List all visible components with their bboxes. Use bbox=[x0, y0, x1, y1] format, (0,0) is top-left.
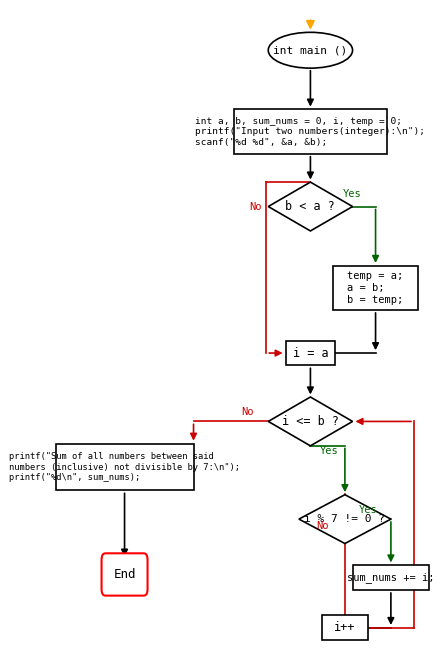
FancyBboxPatch shape bbox=[333, 266, 418, 310]
Text: No: No bbox=[316, 521, 329, 531]
Text: i++: i++ bbox=[334, 621, 355, 634]
Text: temp = a;
a = b;
b = temp;: temp = a; a = b; b = temp; bbox=[348, 271, 404, 305]
Text: Yes: Yes bbox=[320, 446, 339, 456]
Polygon shape bbox=[299, 494, 391, 543]
FancyBboxPatch shape bbox=[234, 109, 387, 154]
Text: int main (): int main () bbox=[273, 45, 348, 55]
Text: Yes: Yes bbox=[343, 189, 362, 199]
Ellipse shape bbox=[268, 32, 352, 68]
Text: i = a: i = a bbox=[292, 347, 328, 360]
Text: No: No bbox=[241, 407, 254, 417]
Text: sum_nums += i;: sum_nums += i; bbox=[347, 572, 435, 583]
FancyBboxPatch shape bbox=[101, 553, 148, 596]
FancyBboxPatch shape bbox=[285, 341, 335, 366]
Text: i <= b ?: i <= b ? bbox=[282, 415, 339, 428]
FancyBboxPatch shape bbox=[322, 615, 368, 640]
FancyBboxPatch shape bbox=[56, 443, 194, 490]
Text: Yes: Yes bbox=[359, 505, 377, 515]
Polygon shape bbox=[268, 397, 352, 446]
Text: No: No bbox=[249, 202, 262, 212]
Polygon shape bbox=[268, 182, 352, 231]
Text: b < a ?: b < a ? bbox=[285, 200, 335, 213]
Text: int a, b, sum_nums = 0, i, temp = 0;
printf("Input two numbers(integer):\n");
sc: int a, b, sum_nums = 0, i, temp = 0; pri… bbox=[195, 116, 426, 146]
FancyBboxPatch shape bbox=[352, 565, 429, 590]
Text: End: End bbox=[113, 568, 136, 581]
Text: printf("Sum of all numbers between said
numbers (inclusive) not divisible by 7:\: printf("Sum of all numbers between said … bbox=[9, 452, 240, 482]
Text: i % 7 != 0 ?: i % 7 != 0 ? bbox=[304, 514, 385, 524]
